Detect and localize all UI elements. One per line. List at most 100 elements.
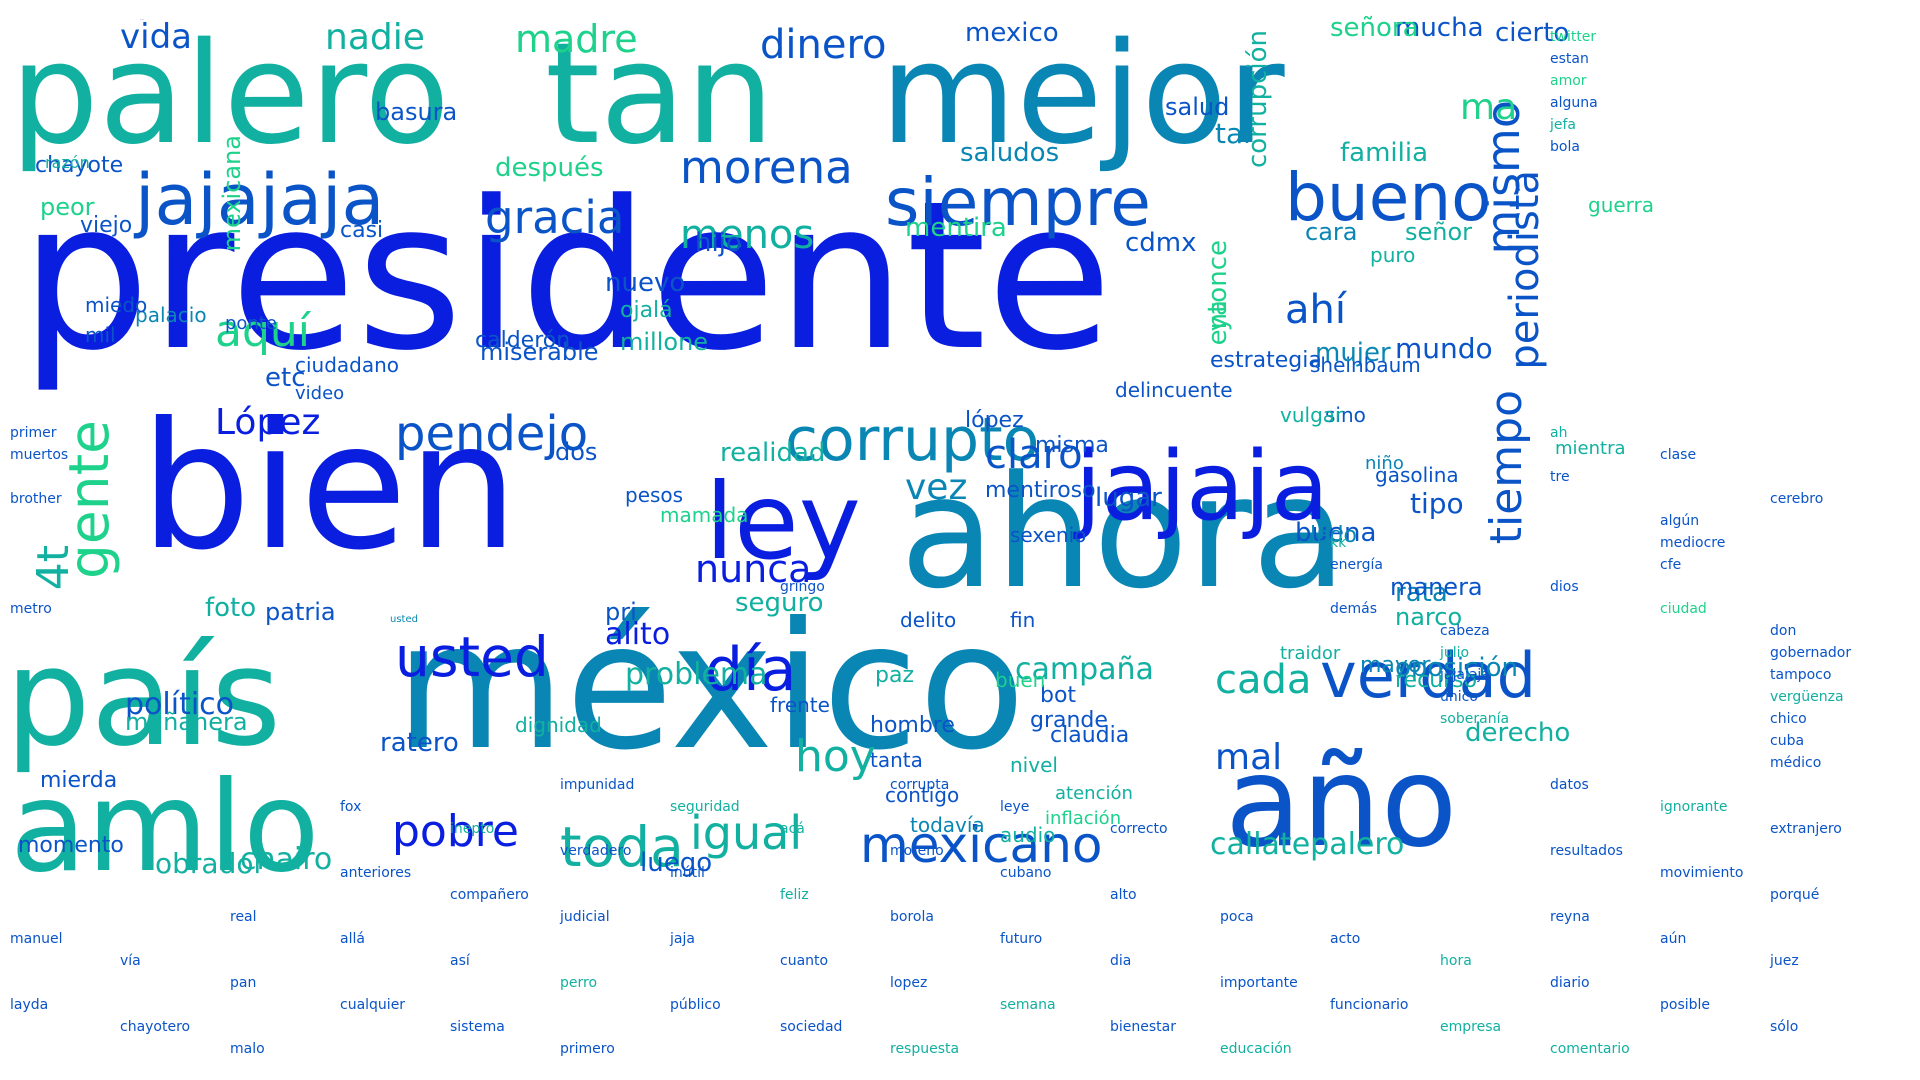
word-79: lugar: [1095, 483, 1162, 513]
word-126: delito: [900, 608, 957, 632]
word-125: paz: [875, 663, 914, 688]
word-196: verdadero: [560, 843, 632, 859]
word-1: presidente: [20, 158, 1113, 396]
word-231: público: [670, 997, 721, 1013]
word-133: inflación: [1045, 808, 1122, 829]
word-48: problema: [625, 657, 768, 692]
word-88: foto: [205, 593, 257, 623]
word-100: razón: [45, 153, 90, 172]
word-47: claro: [985, 432, 1083, 478]
word-168: gringo: [780, 579, 825, 595]
word-243: respuesta: [890, 1041, 960, 1057]
word-44: 4t: [28, 545, 79, 591]
word-18: usted: [395, 625, 549, 689]
word-188: fox: [340, 799, 362, 815]
word-216: acto: [1330, 931, 1361, 947]
word-95: ojalá: [620, 298, 673, 323]
word-146: sheinbaum: [1310, 353, 1421, 377]
word-164: kk: [1330, 535, 1347, 551]
word-113: misma: [1035, 433, 1109, 458]
word-98: ratero: [380, 728, 459, 758]
word-82: narco: [1395, 603, 1463, 631]
word-90: pri: [605, 598, 637, 626]
word-175: julio: [1440, 645, 1470, 661]
word-58: peor: [40, 193, 95, 221]
word-190: leye: [1000, 799, 1030, 815]
word-185: impunidad: [560, 777, 635, 793]
word-234: posible: [1660, 997, 1711, 1013]
word-148: momento: [18, 833, 124, 858]
word-127: mamada: [660, 503, 749, 527]
word-57: después: [495, 153, 604, 183]
word-180: vergüenza: [1770, 689, 1844, 705]
word-45: López: [215, 402, 321, 443]
word-176: gobernador: [1770, 645, 1852, 661]
word-173: cabeza: [1440, 623, 1490, 639]
word-51: político: [125, 687, 235, 722]
word-201: cubano: [1000, 865, 1052, 881]
word-138: traidor: [1280, 643, 1341, 664]
word-7: mejor: [880, 13, 1285, 176]
word-210: poca: [1220, 909, 1254, 925]
word-222: hora: [1440, 953, 1472, 969]
word-94: etc: [265, 363, 306, 393]
word-209: borola: [890, 909, 934, 925]
word-208: judicial: [560, 909, 610, 925]
word-124: hombre: [870, 713, 955, 738]
word-171: demás: [1330, 601, 1378, 617]
word-212: manuel: [10, 931, 63, 947]
word-46: vez: [905, 467, 968, 508]
word-81: rata: [1395, 578, 1448, 608]
word-174: don: [1770, 623, 1797, 639]
word-117: claudia: [1050, 723, 1130, 748]
word-235: chayotero: [120, 1019, 191, 1035]
word-183: cuba: [1770, 733, 1805, 749]
word-159: clase: [1660, 447, 1697, 463]
word-42: ma: [1460, 87, 1518, 128]
word-195: extranjero: [1770, 821, 1842, 837]
word-30: menos: [680, 212, 815, 258]
word-205: alto: [1110, 887, 1137, 903]
word-224: pan: [230, 975, 257, 991]
word-204: feliz: [780, 887, 809, 903]
word-166: energía: [1330, 557, 1383, 573]
word-186: corrupta: [890, 777, 950, 793]
word-149: guerra: [1588, 193, 1655, 217]
word-134: atención: [1055, 783, 1133, 804]
word-73: mentira: [905, 213, 1007, 243]
word-40: cada: [1215, 657, 1312, 703]
word-131: contigo: [885, 783, 960, 807]
word-128: frente: [770, 693, 830, 717]
word-39: ahí: [1285, 287, 1346, 333]
word-72: señor: [1405, 218, 1473, 246]
word-104: viejo: [80, 213, 133, 238]
word-228: diario: [1550, 975, 1590, 991]
word-76: mundo: [1395, 332, 1493, 365]
word-12: ley: [705, 461, 861, 583]
word-4: bien: [140, 386, 519, 589]
word-87: patria: [265, 598, 336, 626]
word-141: niño: [1365, 453, 1404, 474]
word-80: buena: [1295, 518, 1377, 548]
word-120: buen: [995, 668, 1046, 692]
word-197: moreno: [890, 843, 944, 859]
word-154: jefa: [1550, 117, 1577, 133]
word-206: porqué: [1770, 887, 1820, 903]
word-91: dos: [555, 438, 598, 466]
word-102: palacio: [135, 303, 207, 327]
word-161: brother: [10, 491, 62, 507]
word-130: pesos: [625, 483, 684, 507]
word-67: salud: [1165, 93, 1230, 121]
word-242: primero: [560, 1041, 615, 1057]
word-83: oposición: [1395, 653, 1518, 683]
word-194: correcto: [1110, 821, 1168, 837]
word-53: chairo: [240, 842, 333, 877]
word-66: tal: [1215, 117, 1251, 150]
word-143: puro: [1370, 243, 1416, 267]
word-153: alguna: [1550, 95, 1598, 111]
word-221: dia: [1110, 953, 1132, 969]
word-19: día: [705, 635, 797, 705]
word-62: señora: [1330, 13, 1419, 43]
word-181: soberanía: [1440, 711, 1510, 727]
